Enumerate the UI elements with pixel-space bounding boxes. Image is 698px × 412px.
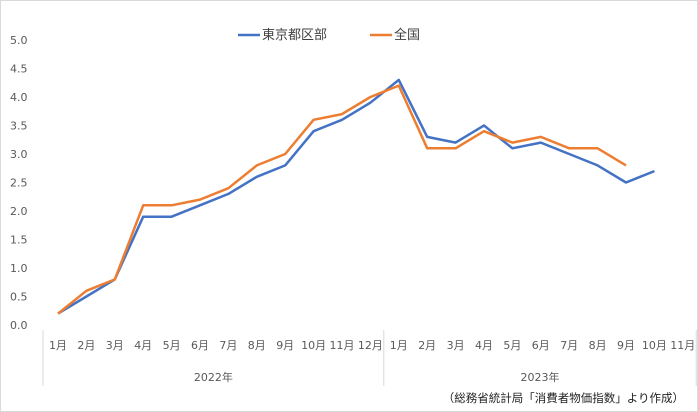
y-tick-label: 3.5 (10, 120, 28, 133)
legend-label: 東京都区部 (262, 27, 327, 43)
y-tick-label: 2.5 (10, 177, 28, 190)
x-tick-label: 12月 (358, 339, 383, 352)
year-label: 2022年 (194, 370, 233, 384)
y-tick-label: 2.0 (10, 205, 28, 218)
x-axis: 1月 2月 3月 4月 5月 6月 7月 8月 9月 10月 11月 12月 1月 2月 3月 4月 5月 6月 7… (42, 330, 697, 386)
legend: 東京都区部 全国 (238, 27, 420, 43)
x-tick-label: 1月 (390, 339, 408, 352)
x-tick-label: 4月 (134, 339, 152, 352)
x-tick-label: 7月 (219, 339, 237, 352)
x-tick-label: 5月 (503, 339, 521, 352)
x-tick-label: 10月 (642, 339, 667, 352)
y-tick-label: 0.0 (10, 319, 28, 332)
x-tick-label: 1月 (49, 339, 67, 352)
x-tick-label: 10月 (301, 339, 326, 352)
x-tick-label: 6月 (532, 339, 550, 352)
year-label: 2023年 (521, 370, 560, 384)
x-tick-label: 11月 (330, 339, 355, 352)
legend-label: 全国 (394, 27, 420, 43)
source-note: （総務省統計局「消費者物価指数」より作成） (442, 391, 684, 405)
y-tick-label: 4.5 (10, 63, 28, 76)
y-tick-label: 3.0 (10, 148, 28, 161)
x-tick-label: 3月 (447, 339, 465, 352)
x-tick-label: 3月 (106, 339, 124, 352)
x-tick-label: 6月 (191, 339, 209, 352)
x-tick-label: 11月 (670, 339, 695, 352)
y-tick-label: 4.0 (10, 91, 28, 104)
x-tick-label: 2月 (77, 339, 95, 352)
x-tick-label: 8月 (589, 339, 607, 352)
x-tick-label: 8月 (248, 339, 266, 352)
y-tick-label: 1.0 (10, 262, 28, 275)
plot-area (57, 78, 655, 315)
x-tick-label: 9月 (276, 339, 294, 352)
series-line (57, 78, 655, 315)
y-tick-label: 0.5 (10, 291, 28, 304)
series-line (57, 84, 627, 315)
y-axis: 0.0 0.5 1.0 1.5 2.0 2.5 3.0 3.5 4.0 4.5 5.0 (10, 34, 28, 332)
x-tick-label: 2月 (418, 339, 436, 352)
y-tick-label: 5.0 (10, 34, 28, 47)
y-tick-label: 1.5 (10, 234, 28, 247)
x-tick-label: 7月 (560, 339, 578, 352)
x-tick-label: 4月 (475, 339, 493, 352)
x-tick-label: 9月 (617, 339, 635, 352)
x-tick-label: 5月 (163, 339, 181, 352)
